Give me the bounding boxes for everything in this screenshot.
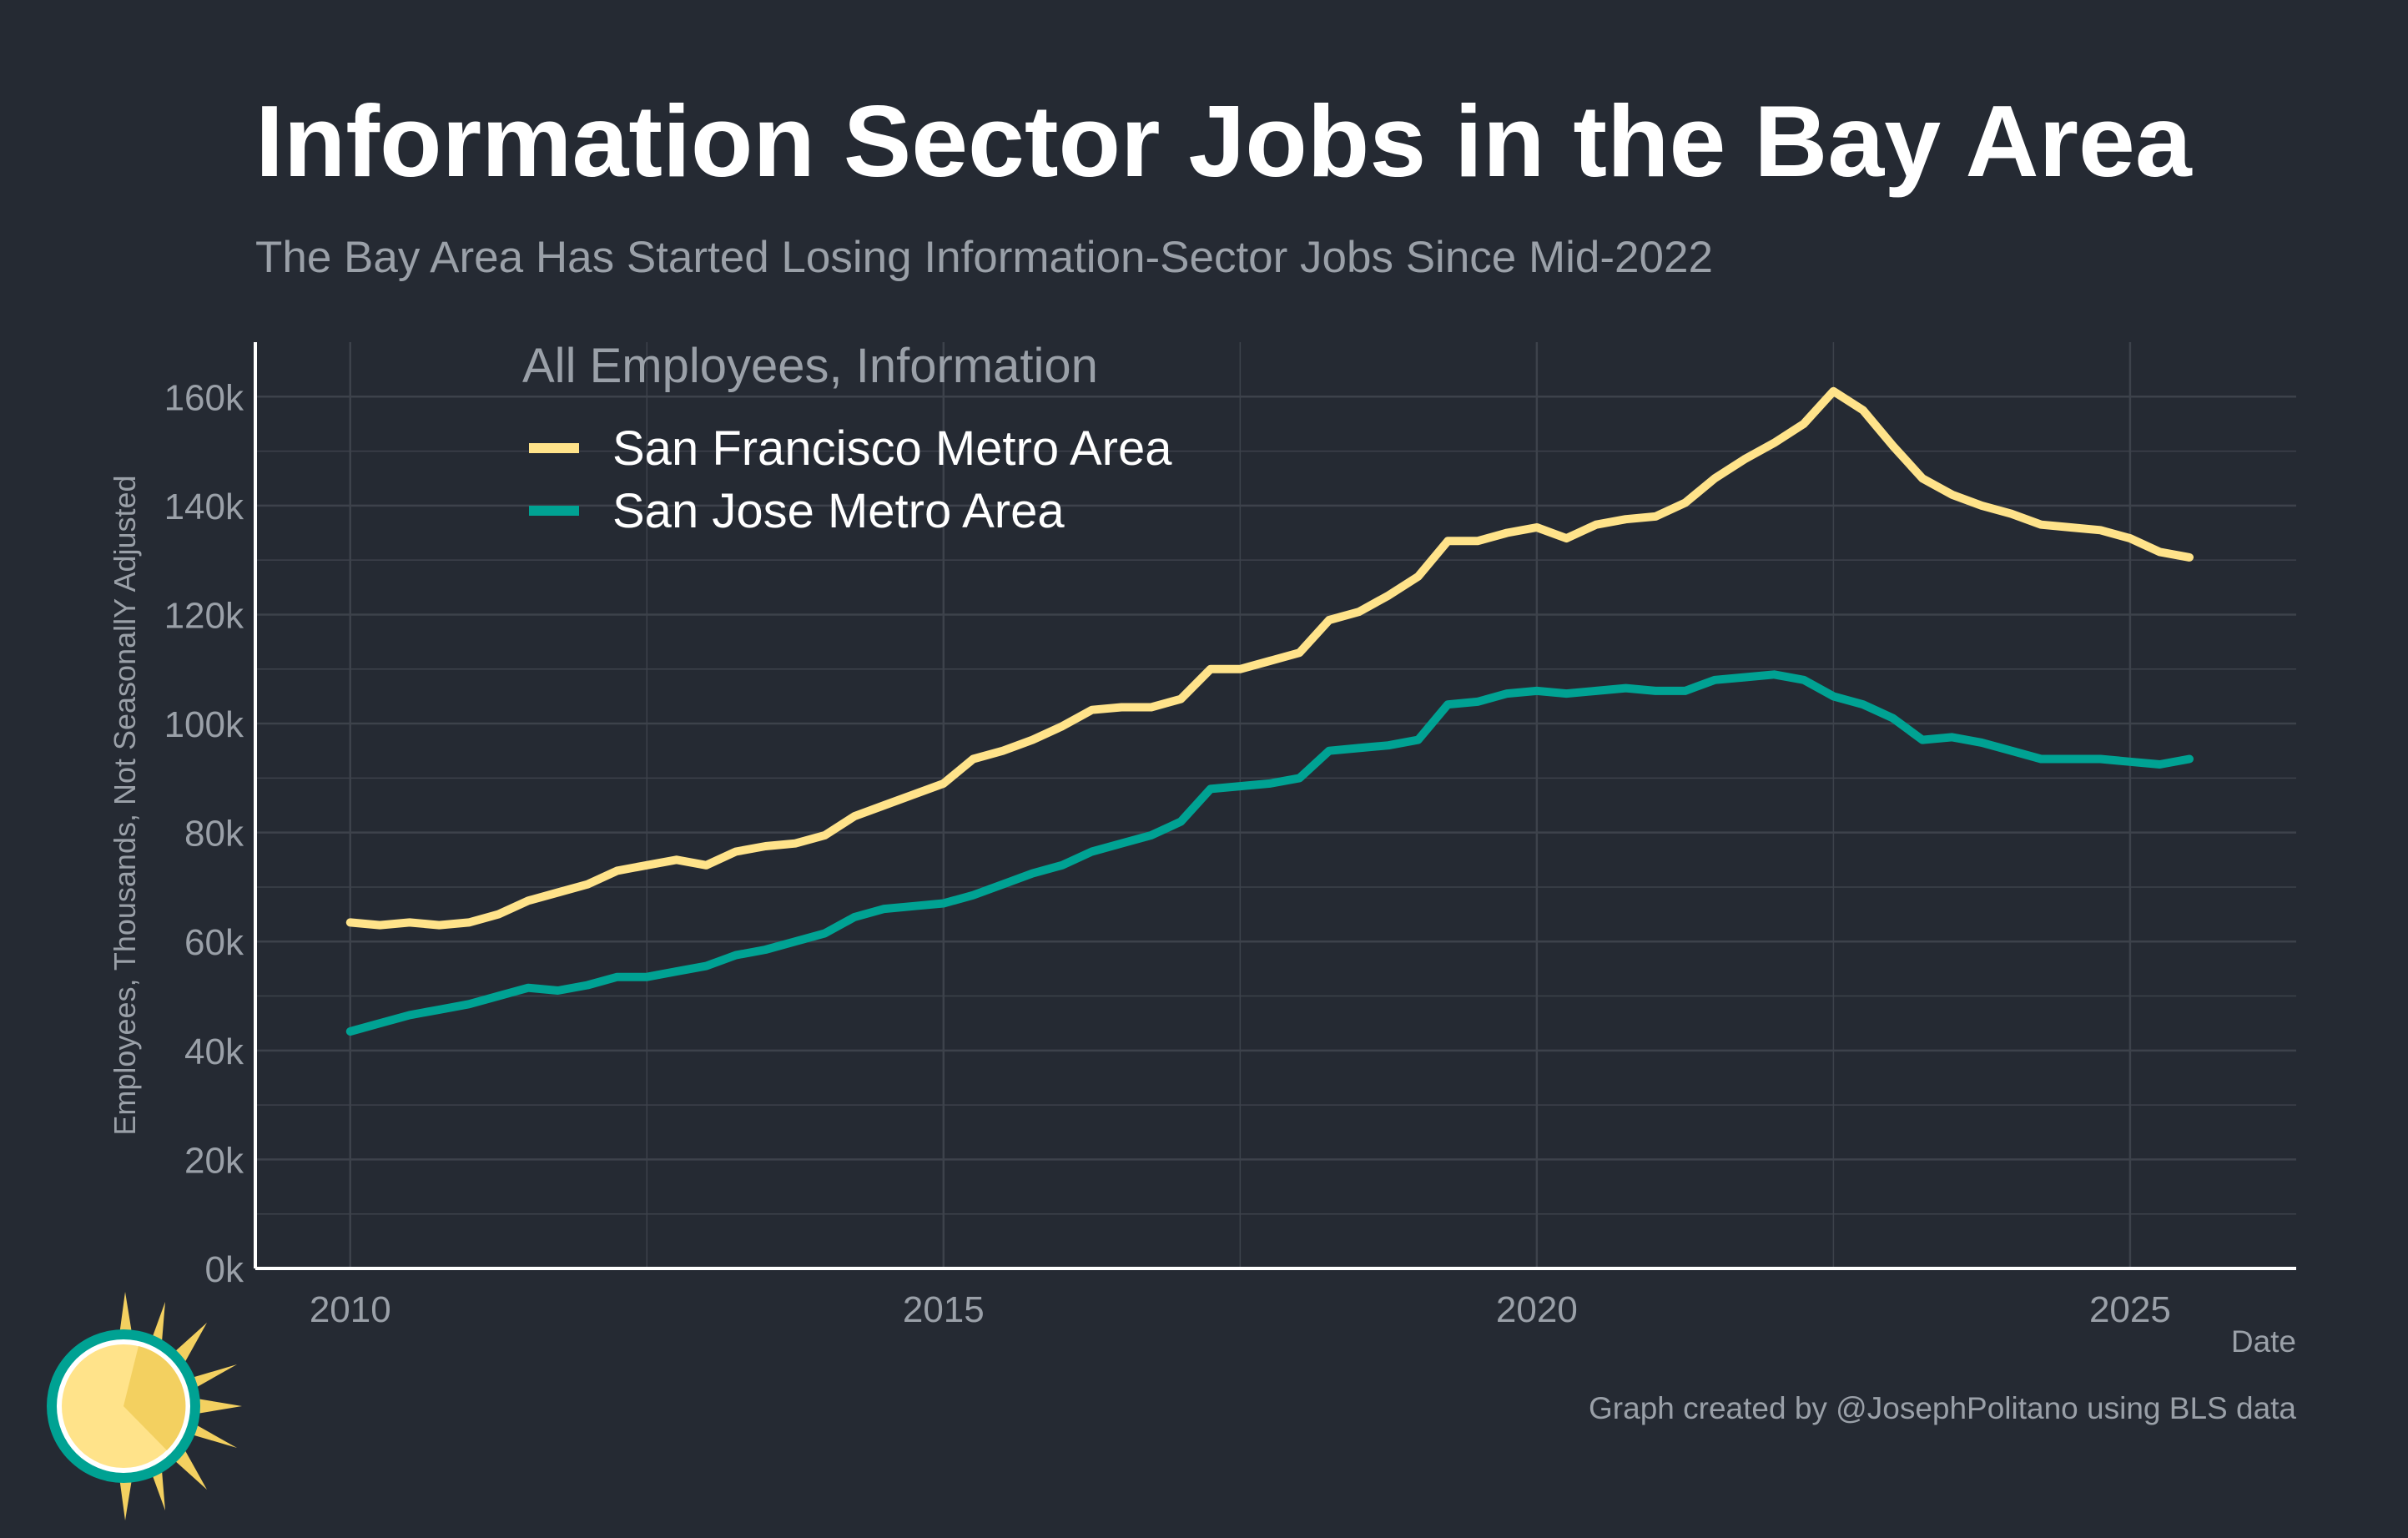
legend-label-san-jose: San Jose Metro Area: [612, 484, 1065, 538]
y-tick-label: 120k: [164, 595, 244, 636]
legend-title: All Employees, Information: [522, 339, 1098, 393]
chart-subtitle: The Bay Area Has Started Losing Informat…: [255, 233, 1713, 282]
y-tick-label: 0k: [205, 1249, 244, 1290]
x-tick-label: 2020: [1496, 1289, 1578, 1330]
series-lines: [345, 386, 2194, 1036]
x-tick-labels: 2010 2015 2020 2025: [310, 1289, 2171, 1330]
y-tick-label: 60k: [184, 922, 244, 963]
y-tick-label: 80k: [184, 814, 244, 855]
y-tick-label: 100k: [164, 704, 244, 745]
y-axis-label: Employees, Thousands, Not SeasonallY Adj…: [108, 475, 142, 1135]
y-tick-labels: 0k 20k 40k 60k 80k 100k 120k 140k 160k: [164, 377, 244, 1290]
sun-logo-icon: [47, 1292, 242, 1520]
grid-major: [255, 342, 2296, 1270]
y-tick-label: 40k: [184, 1031, 244, 1072]
series-line-san-francisco: [345, 386, 2194, 930]
x-tick-label: 2025: [2089, 1289, 2171, 1330]
y-tick-label: 160k: [164, 377, 244, 418]
y-tick-label: 140k: [164, 487, 244, 527]
series-line-san-jose: [345, 670, 2194, 1036]
x-axis-label: Date: [2231, 1324, 2296, 1359]
footer-credit: Graph created by @JosephPolitano using B…: [1589, 1391, 2296, 1425]
x-tick-label: 2015: [903, 1289, 985, 1330]
grid-minor: [255, 342, 2296, 1268]
chart-title: Information Sector Jobs in the Bay Area: [255, 84, 2192, 198]
y-tick-label: 20k: [184, 1140, 244, 1181]
x-tick-label: 2010: [310, 1289, 391, 1330]
legend-label-san-francisco: San Francisco Metro Area: [612, 421, 1172, 476]
